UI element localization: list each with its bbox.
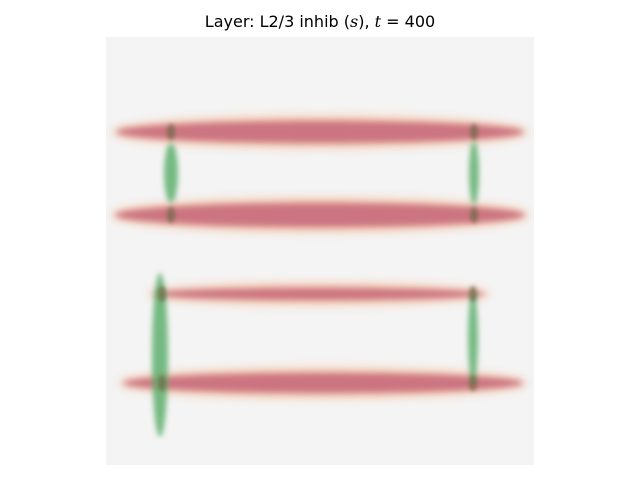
overlap-spot-8 <box>469 375 477 391</box>
horizontal-band-2 <box>115 203 525 227</box>
overlap-spot-2 <box>167 207 175 223</box>
title-var-s: s <box>350 12 359 31</box>
title-var-t: t <box>374 12 382 31</box>
overlap-spot-7 <box>469 286 477 302</box>
heatmap-svg <box>106 37 534 465</box>
title-suffix: = 400 <box>381 12 436 31</box>
vertical-band-left-lower <box>152 273 168 437</box>
heatmap-panel <box>106 37 534 465</box>
horizontal-band-1 <box>116 121 524 143</box>
overlap-spot-1 <box>167 124 175 140</box>
horizontal-band-3 <box>152 288 486 300</box>
title-middle: ), <box>358 12 375 31</box>
overlap-spot-5 <box>158 286 166 302</box>
horizontal-band-layer <box>115 121 525 393</box>
vertical-band-layer <box>152 141 479 437</box>
heatmap-background <box>106 37 534 465</box>
vertical-band-right-upper <box>469 141 479 205</box>
overlap-layer <box>158 124 478 391</box>
overlap-spot-3 <box>470 124 478 140</box>
vertical-band-left-upper <box>164 143 178 203</box>
overlap-spot-6 <box>158 375 166 391</box>
overlap-spot-4 <box>470 207 478 223</box>
title-prefix: Layer: L2/3 inhib ( <box>204 12 350 31</box>
horizontal-band-4 <box>123 373 523 393</box>
plot-title: Layer: L2/3 inhib (s), t = 400 <box>0 12 640 31</box>
vertical-band-right-lower <box>468 292 478 384</box>
